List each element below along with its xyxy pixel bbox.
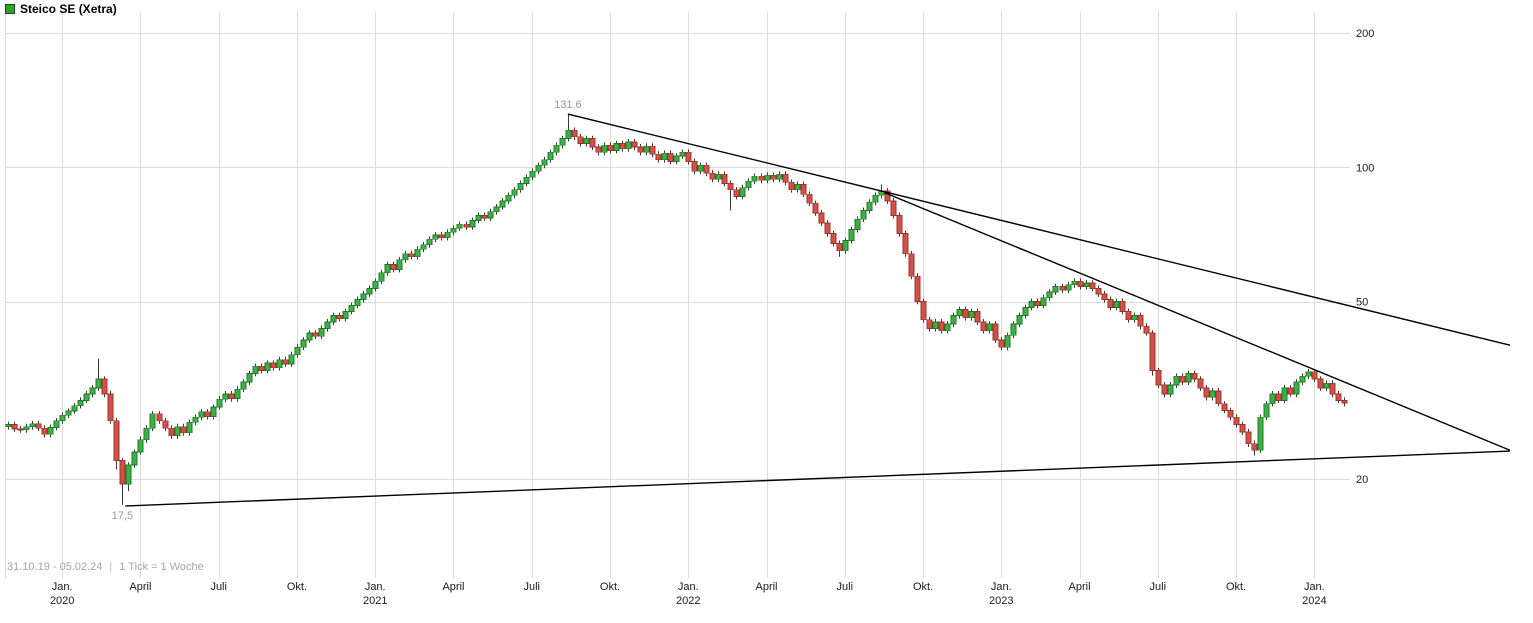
svg-text:100: 100: [1356, 162, 1374, 174]
chart-legend: Steico SE (Xetra): [5, 2, 117, 16]
legend-color-swatch: [5, 4, 15, 14]
tick-interval-label: 1 Tick = 1 Woche: [119, 561, 204, 573]
svg-text:2020: 2020: [50, 595, 74, 607]
grid-layer: [5, 8, 1350, 578]
svg-text:131,6: 131,6: [554, 99, 582, 111]
annotations-layer: 131,6 17,5: [112, 99, 582, 522]
instrument-name: Steico SE (Xetra): [20, 2, 117, 16]
svg-text:Jan.: Jan.: [52, 581, 73, 593]
axis-labels-layer: 200 100 50 20 Jan. 2020 April Juli Okt. Jan. 2021 A…: [50, 28, 1374, 607]
svg-text:April: April: [756, 581, 778, 593]
svg-text:Jan.: Jan.: [678, 581, 699, 593]
svg-text:2023: 2023: [989, 595, 1013, 607]
chart-footer: 31.10.19 - 05.02.24 | 1 Tick = 1 Woche: [7, 561, 204, 573]
svg-text:Juli: Juli: [1150, 581, 1167, 593]
svg-text:Okt.: Okt.: [287, 581, 307, 593]
svg-text:April: April: [129, 581, 151, 593]
svg-text:April: April: [1069, 581, 1091, 593]
svg-text:50: 50: [1356, 297, 1368, 309]
svg-text:Okt.: Okt.: [600, 581, 620, 593]
svg-text:Okt.: Okt.: [913, 581, 933, 593]
svg-text:Juli: Juli: [523, 581, 540, 593]
svg-text:April: April: [442, 581, 464, 593]
footer-separator: |: [109, 561, 113, 573]
svg-text:Jan.: Jan.: [1304, 581, 1325, 593]
svg-text:2022: 2022: [676, 595, 700, 607]
trendlines-layer: [125, 113, 1511, 507]
svg-text:Juli: Juli: [837, 581, 854, 593]
svg-text:Okt.: Okt.: [1226, 581, 1246, 593]
svg-text:2021: 2021: [363, 595, 387, 607]
svg-text:Jan.: Jan.: [365, 581, 386, 593]
svg-text:Jan.: Jan.: [991, 581, 1012, 593]
svg-text:200: 200: [1356, 28, 1374, 40]
svg-text:2024: 2024: [1302, 595, 1326, 607]
svg-text:20: 20: [1356, 474, 1368, 486]
svg-text:Juli: Juli: [210, 581, 227, 593]
svg-text:17,5: 17,5: [112, 510, 133, 522]
date-range-label: 31.10.19 - 05.02.24: [7, 561, 103, 573]
candles-layer: [5, 114, 1348, 505]
